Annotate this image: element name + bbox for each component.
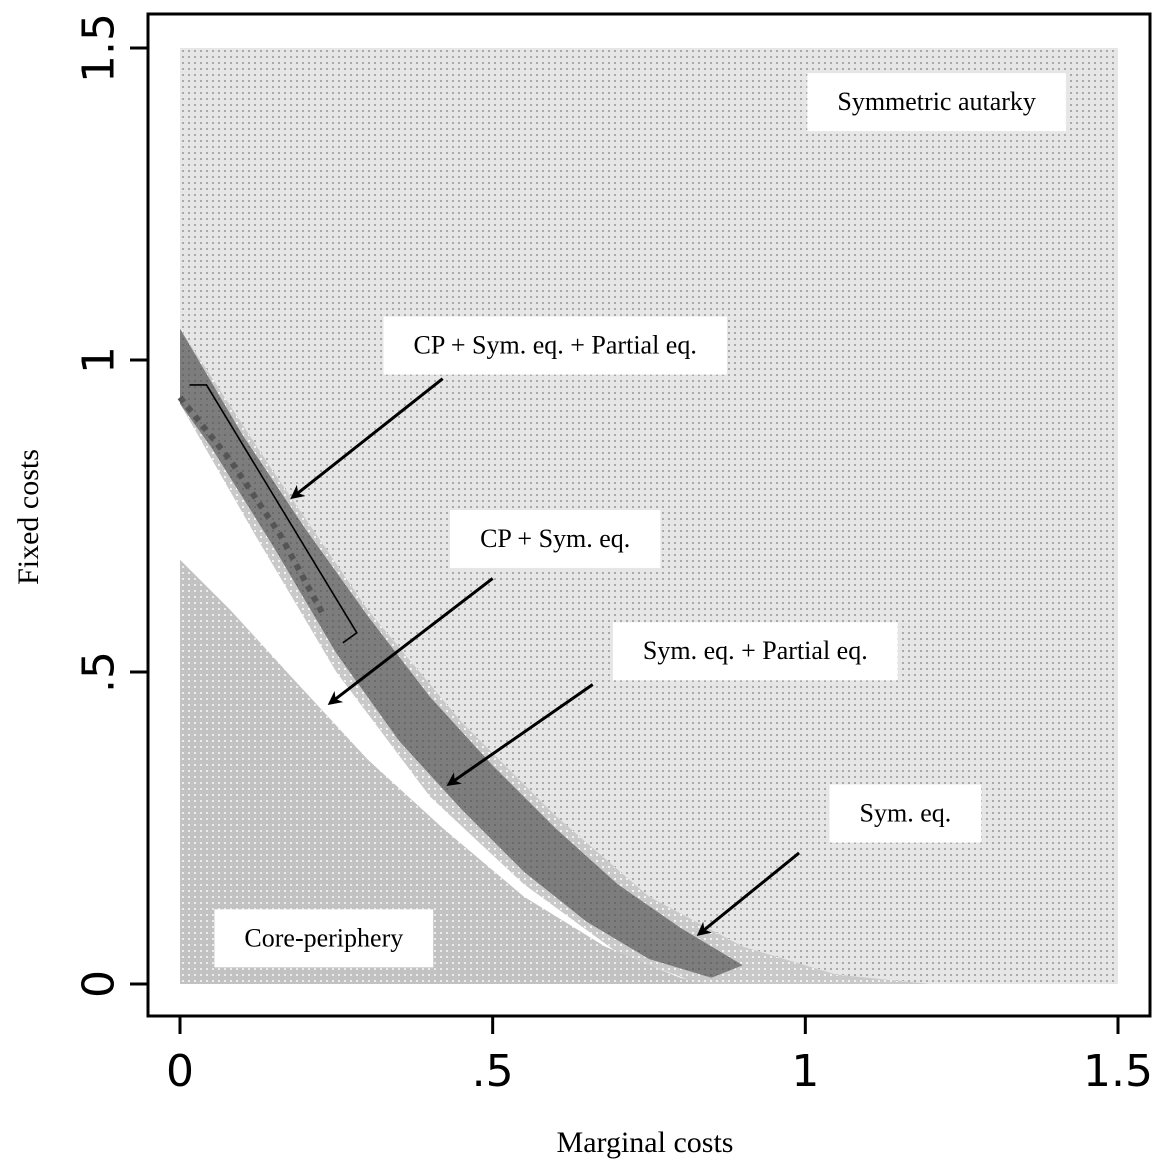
annotation-label: CP + Sym. eq. + Partial eq. <box>414 330 697 359</box>
annotation-arrow <box>290 377 444 500</box>
annotation-arrow <box>446 683 594 787</box>
axes-layer: 0 .5 1 1.5 0 .5 1 1.5 <box>73 12 1153 1097</box>
annotation-label: Symmetric autarky <box>837 87 1036 116</box>
annotation-box <box>450 509 661 568</box>
region-core-periphery <box>180 559 706 984</box>
x-tick-label: 0 <box>166 1046 194 1097</box>
annotation-sym-eq-partial-eq: Sym. eq. + Partial eq. <box>446 622 898 787</box>
y-tick-label: 1.5 <box>73 13 124 83</box>
annotation-arrow <box>327 577 494 706</box>
cp-sym-dotted-line <box>177 395 327 618</box>
annotation-box <box>829 784 982 843</box>
annotation-box <box>807 73 1066 132</box>
y-tick-label: .5 <box>73 651 124 693</box>
annotation-box <box>214 909 434 968</box>
annotation-sym-eq: Sym. eq. <box>696 784 982 936</box>
annotation-box <box>612 622 898 681</box>
partial-eq-bracket <box>189 384 358 644</box>
x-axis-title: Marginal costs <box>557 1126 734 1159</box>
y-tick-label: 0 <box>73 970 124 998</box>
annotations-layer: Symmetric autarky CP + Sym. eq. + Partial… <box>214 73 1066 968</box>
y-axis-title: Fixed costs <box>12 449 45 585</box>
annotation-box <box>383 316 727 375</box>
annotation-cp-sym-eq: CP + Sym. eq. <box>327 509 661 706</box>
y-tick-label: 1 <box>73 346 124 374</box>
annotation-label: Sym. eq. <box>860 798 952 827</box>
overlay-layer <box>177 384 358 644</box>
annotation-core-periphery: Core-periphery <box>214 909 434 968</box>
x-tick-label: 1 <box>791 1046 819 1097</box>
annotation-label: Sym. eq. + Partial eq. <box>643 636 868 665</box>
annotation-label: CP + Sym. eq. <box>480 524 630 553</box>
annotation-arrow <box>696 851 801 936</box>
x-tick-label: 1.5 <box>1083 1046 1153 1097</box>
x-tick-label: .5 <box>472 1046 514 1097</box>
annotation-symmetric-autarky: Symmetric autarky <box>807 73 1066 132</box>
annotation-label: Core-periphery <box>244 923 403 952</box>
annotation-cp-sym-eq-partial-eq: CP + Sym. eq. + Partial eq. <box>290 316 727 500</box>
plot-frame <box>146 12 1152 1018</box>
